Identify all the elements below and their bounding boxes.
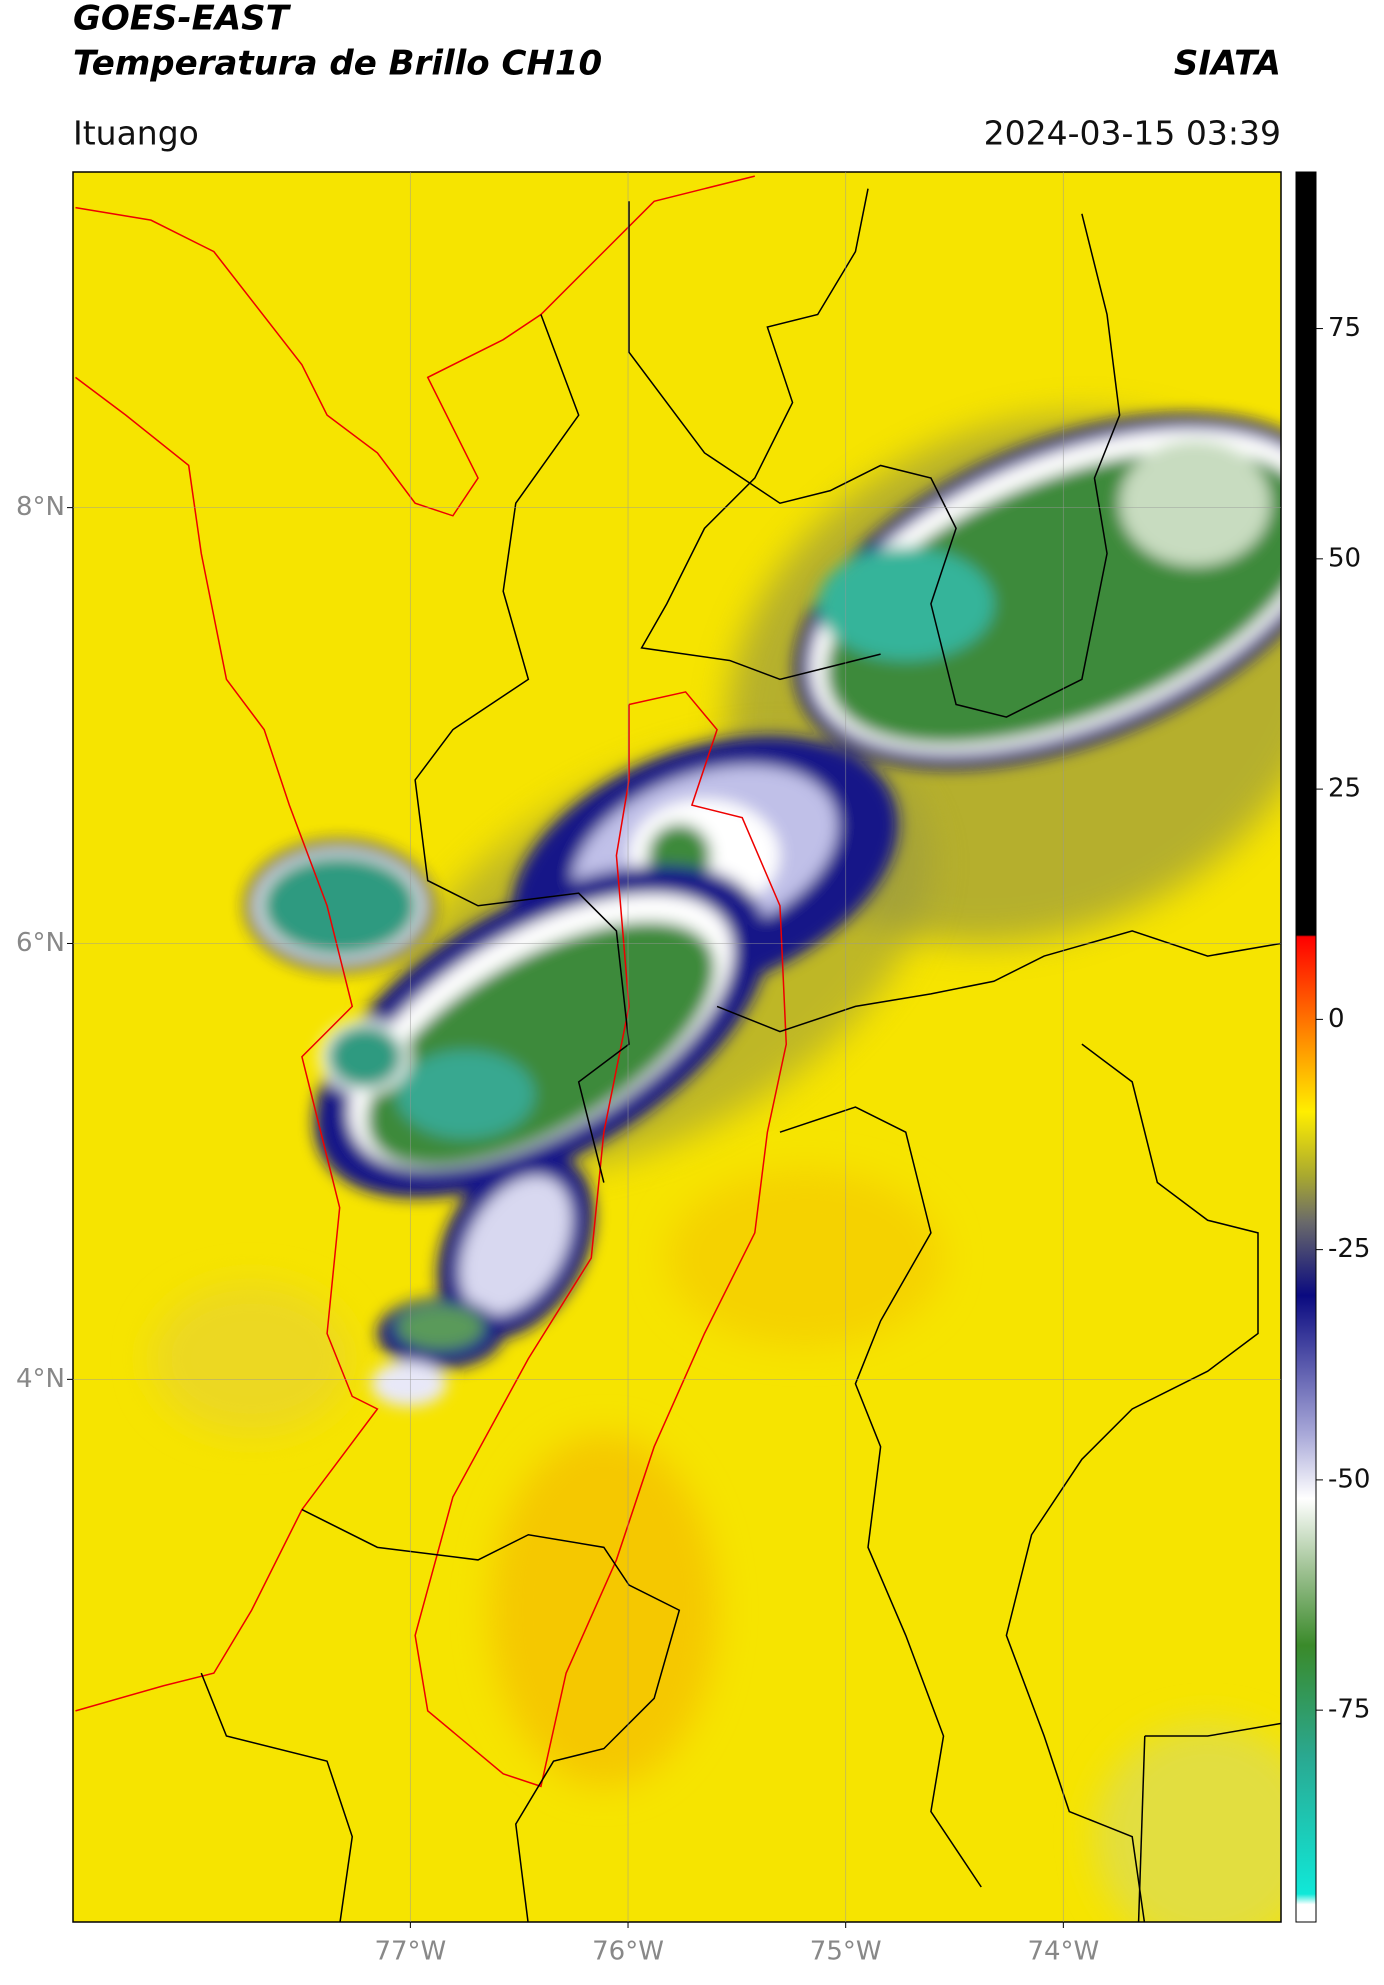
y-tick-label: 4°N <box>16 1364 65 1394</box>
y-tick-label: 8°N <box>16 492 65 522</box>
datetime: 2024-03-15 03:39 <box>984 114 1281 153</box>
colorbar-tick-label: 50 <box>1328 543 1361 573</box>
x-tick-label: 76°W <box>592 1937 664 1967</box>
location: Ituango <box>73 114 199 153</box>
colorbar-tick-label: -75 <box>1328 1695 1370 1725</box>
x-tick-label: 77°W <box>374 1937 446 1967</box>
colorbar-tick-label: -50 <box>1328 1464 1370 1494</box>
map-imagery <box>150 414 1281 1922</box>
x-tick-label: 74°W <box>1027 1937 1099 1967</box>
source: SIATA <box>1174 44 1281 84</box>
colorbar-tick-label: -25 <box>1328 1234 1370 1264</box>
colorbar-tick-label: 0 <box>1328 1004 1345 1034</box>
title: GOES-EAST <box>73 0 292 39</box>
borders <box>75 175 1281 1922</box>
map <box>73 172 1281 1922</box>
y-tick-label: 6°N <box>16 928 65 958</box>
subtitle: Temperatura de Brillo CH10 <box>73 44 602 84</box>
x-tick-label: 75°W <box>810 1937 882 1967</box>
colorbar <box>1295 171 1317 1923</box>
colorbar-tick-label: 75 <box>1328 313 1361 343</box>
map-frame <box>72 171 1282 1923</box>
colorbar-tick-label: 25 <box>1328 774 1361 804</box>
